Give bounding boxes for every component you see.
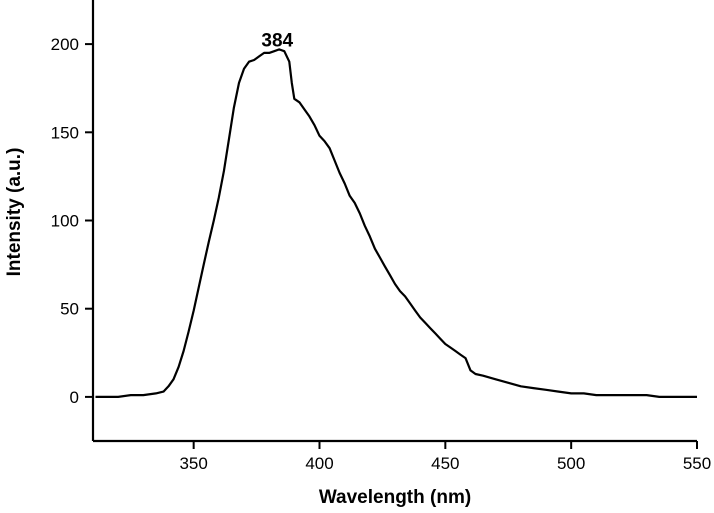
peak-annotation: 384 — [261, 31, 293, 52]
spectrum-line — [95, 48, 697, 398]
y-tick-label: 200 — [51, 35, 79, 54]
plot-area — [91, 0, 697, 443]
y-tick-label: 150 — [51, 123, 79, 142]
y-axis-ticks: 0 50 100 150 200 — [51, 35, 93, 407]
x-tick-label: 350 — [179, 454, 207, 473]
x-tick-label: 450 — [431, 454, 459, 473]
x-tick-label: 400 — [305, 454, 333, 473]
x-tick-label: 550 — [683, 454, 711, 473]
y-tick-label: 0 — [70, 388, 79, 407]
y-tick-label: 100 — [51, 212, 79, 231]
y-tick-label: 50 — [60, 300, 79, 319]
x-axis-ticks: 350 400 450 500 550 — [179, 441, 711, 473]
x-axis-title: Wavelength (nm) — [319, 487, 471, 508]
x-tick-label: 500 — [557, 454, 585, 473]
y-axis-title: Intensity (a.u.) — [4, 148, 25, 277]
